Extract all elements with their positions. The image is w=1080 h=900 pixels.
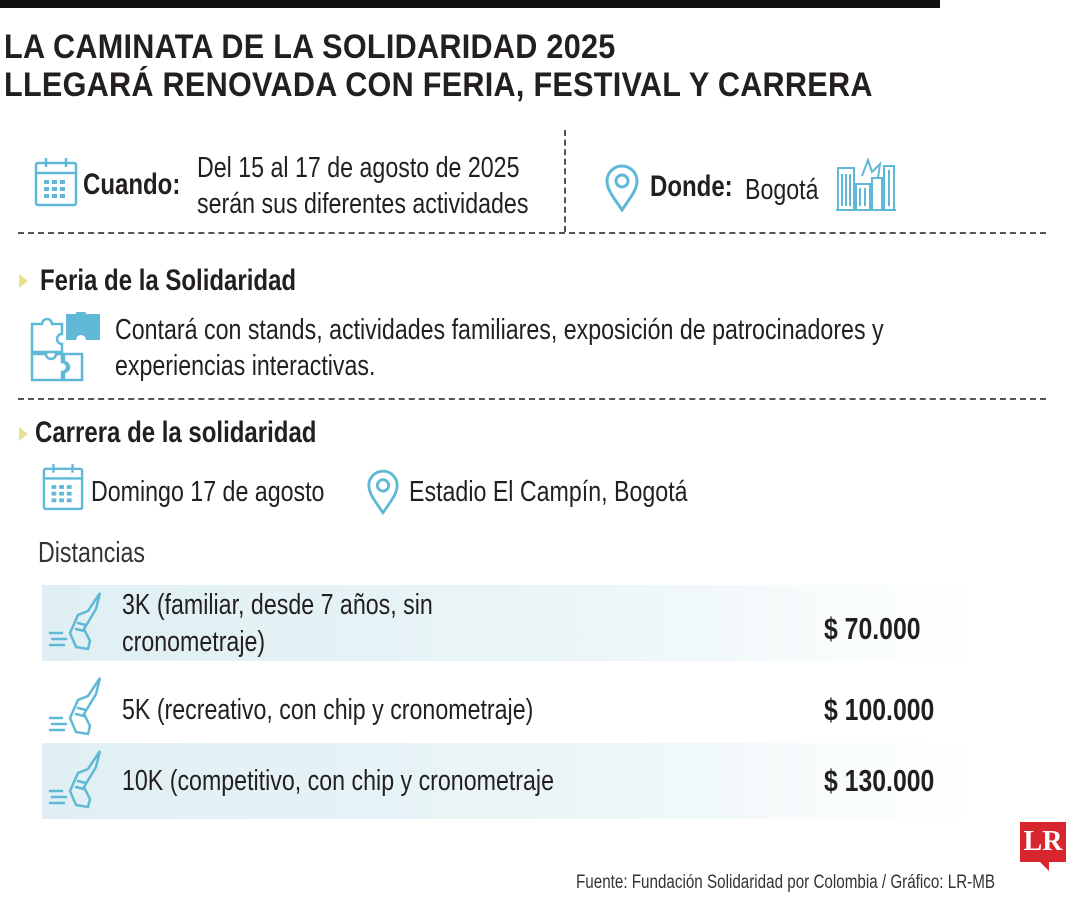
- location-pin-icon: [367, 469, 399, 515]
- distance-description: 5K (recreativo, con chip y cronometraje): [122, 694, 534, 726]
- calendar-icon: [42, 464, 84, 511]
- distance-row: 5K (recreativo, con chip y cronometraje)…: [42, 672, 978, 742]
- where-label: Donde:: [650, 170, 733, 203]
- location-pin-icon: [605, 164, 639, 212]
- distance-price: $ 70.000: [824, 611, 921, 646]
- bullet-marker: [19, 274, 28, 288]
- divider-2: [18, 398, 1046, 400]
- running-shoe-icon: [48, 677, 102, 736]
- calendar-icon: [34, 158, 78, 207]
- running-shoe-icon: [48, 592, 102, 651]
- running-shoe-icon: [48, 750, 102, 809]
- page-title: LA CAMINATA DE LA SOLIDARIDAD 2025 LLEGA…: [4, 28, 969, 104]
- distance-description: 3K (familiar, desde 7 años, sin cronomet…: [122, 589, 433, 658]
- distance-price: $ 130.000: [824, 763, 935, 798]
- title-line-2: LLEGARÁ RENOVADA CON FERIA, FESTIVAL Y C…: [4, 66, 873, 104]
- source-credit: Fuente: Fundación Solidaridad por Colomb…: [576, 872, 996, 893]
- divider-1: [18, 232, 1046, 234]
- when-label: Cuando:: [83, 168, 181, 201]
- distances-label: Distancias: [38, 537, 146, 569]
- distance-row: 3K (familiar, desde 7 años, sin cronomet…: [42, 585, 978, 661]
- vertical-divider: [564, 130, 566, 232]
- lr-logo: LR: [1020, 822, 1066, 871]
- carrera-heading: Carrera de la solidaridad: [35, 416, 317, 449]
- race-place: Estadio El Campín, Bogotá: [409, 476, 688, 508]
- when-value: Del 15 al 17 de agosto de 2025 serán sus…: [197, 152, 529, 220]
- where-value: Bogotá: [745, 174, 819, 206]
- feria-description: Contará con stands, actividades familiar…: [115, 314, 884, 382]
- distance-row: 10K (competitivo, con chip y cronometraj…: [42, 743, 978, 819]
- top-rule: [0, 0, 940, 8]
- puzzle-icon: [30, 312, 100, 382]
- distance-description: 10K (competitivo, con chip y cronometraj…: [122, 765, 554, 797]
- race-date: Domingo 17 de agosto: [91, 476, 325, 508]
- bullet-marker: [19, 427, 28, 441]
- title-line-1: LA CAMINATA DE LA SOLIDARIDAD 2025: [4, 28, 616, 66]
- city-skyline-icon: [836, 157, 896, 211]
- feria-heading: Feria de la Solidaridad: [40, 264, 297, 297]
- distance-price: $ 100.000: [824, 692, 935, 727]
